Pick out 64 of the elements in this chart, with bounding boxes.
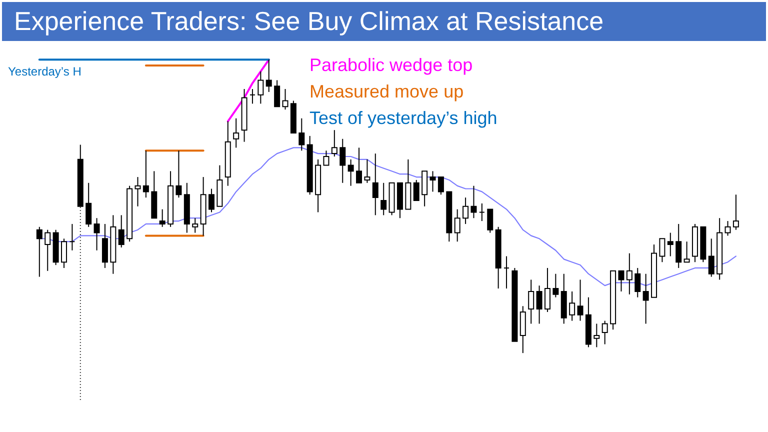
candlestick xyxy=(626,252,632,295)
candlestick xyxy=(487,208,494,234)
candlestick xyxy=(274,80,280,108)
candlestick xyxy=(642,273,649,324)
candlestick xyxy=(142,150,149,198)
candlestick xyxy=(594,323,600,348)
candlestick xyxy=(282,88,288,110)
text: Parabolic wedge top xyxy=(310,55,473,75)
candlestick xyxy=(577,279,584,322)
candlestick xyxy=(708,238,714,278)
candlestick xyxy=(233,118,240,148)
candlestick xyxy=(102,223,108,268)
candlestick xyxy=(118,214,124,248)
text: Test of yesterday’s high xyxy=(310,108,498,128)
candlestick xyxy=(659,238,666,263)
candlestick xyxy=(732,194,739,230)
candlestick xyxy=(676,223,682,268)
candlestick xyxy=(667,232,674,257)
candlestick xyxy=(348,158,354,186)
candlestick xyxy=(323,150,330,166)
candlestick xyxy=(430,170,436,192)
candlestick xyxy=(159,208,166,228)
candlestick xyxy=(364,158,370,184)
chart-title: Experience Traders: See Buy Climax at Resistance xyxy=(14,6,604,36)
candlestick xyxy=(134,176,141,207)
candlestick xyxy=(422,170,428,207)
candlestick xyxy=(94,218,100,251)
candlestick xyxy=(544,267,550,312)
candlestick xyxy=(618,270,624,292)
candlestick xyxy=(266,59,272,92)
candlestick xyxy=(331,130,338,157)
candlestick xyxy=(504,256,510,290)
candlestick xyxy=(192,218,198,234)
candlestick xyxy=(528,279,534,324)
candlestick xyxy=(470,185,477,219)
candlestick xyxy=(36,226,42,278)
candlestick xyxy=(724,220,731,236)
candlestick xyxy=(413,179,420,201)
candlestick xyxy=(258,70,264,104)
candlestick xyxy=(634,267,641,298)
candlestick xyxy=(356,147,362,184)
text: Measured move up xyxy=(310,82,464,102)
annotation: Yesterday’s H xyxy=(8,64,82,79)
candlestick xyxy=(61,238,67,268)
candlestick xyxy=(569,290,576,322)
candlestick xyxy=(380,182,387,216)
candlestick xyxy=(438,176,444,196)
candlestick xyxy=(340,138,346,184)
candlestick xyxy=(249,88,256,104)
candlestick xyxy=(208,188,215,213)
candlestick xyxy=(552,273,559,298)
candlestick xyxy=(298,118,305,152)
candlestick xyxy=(176,150,182,198)
candlestick xyxy=(44,229,51,272)
candlestick xyxy=(462,197,469,224)
candlestick xyxy=(454,208,460,242)
candlestick xyxy=(372,153,378,216)
candlestick xyxy=(602,320,608,345)
candlestick xyxy=(69,223,76,251)
candlestick xyxy=(520,306,526,354)
candlestick xyxy=(478,202,485,222)
candlestick xyxy=(536,285,542,324)
candlestick xyxy=(684,241,690,263)
candlestick xyxy=(86,182,92,228)
